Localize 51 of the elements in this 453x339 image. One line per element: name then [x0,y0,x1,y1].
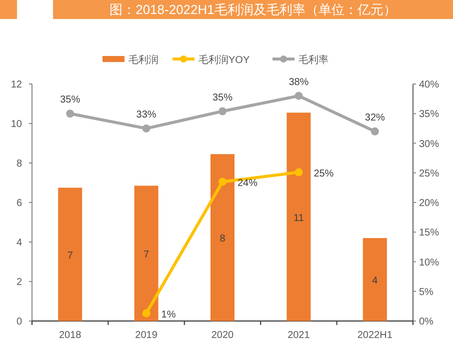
point [294,168,303,176]
y-tick-label: 6 [16,198,22,209]
bar [134,186,158,321]
data-label: 7 [144,249,150,260]
data-label: 35% [212,92,233,104]
data-label: 33% [136,109,156,120]
y2-tick-label: 20% [419,198,440,209]
point [294,92,303,100]
data-label: 4 [372,276,378,287]
y-tick-label: 2 [16,277,22,288]
x-tick-label: 2018 [58,330,82,339]
bar [286,112,311,321]
y-tick-label: 8 [16,158,22,170]
point [142,124,150,132]
point [66,110,74,118]
x-tick-label: 2021 [288,330,310,339]
point [218,107,226,116]
bar [362,238,387,321]
y2-tick-label: 40% [419,80,440,90]
data-label: 11 [294,212,304,224]
y2-tick-label: 0% [419,316,434,328]
y2-tick-label: 35% [419,109,440,120]
y2-tick-label: 5% [419,286,434,298]
y2-tick-label: 15% [419,228,440,239]
data-label: 25% [314,168,334,180]
y2-tick-label: 10% [419,257,440,268]
data-label: 38% [288,76,309,88]
point [370,127,379,136]
legend-label: 毛利率 [298,54,328,66]
data-label: 1% [161,309,176,320]
x-tick-label: 2020 [211,330,234,339]
point [218,178,226,186]
bar [210,154,234,321]
x-tick-label: 2022H1 [357,330,393,339]
y-tick-label: 4 [16,238,22,248]
data-label: 7 [67,250,74,262]
data-label: 24% [238,178,258,189]
point [142,309,150,318]
y2-tick-label: 30% [419,138,440,150]
legend-label: 毛利润YOY [198,54,250,66]
legend-label: 毛利润 [128,54,158,66]
data-label: 32% [364,112,386,124]
y2-tick-label: 25% [419,168,440,180]
y-tick-label: 12 [10,80,22,90]
data-label: 8 [220,234,226,245]
bar [58,188,82,321]
chart-title: 图：2018-2022H1毛利润及毛利率（单位：亿元） [110,2,396,17]
data-label: 35% [60,94,80,106]
x-tick-label: 2019 [135,330,158,339]
y-tick-label: 0 [16,316,22,328]
y-tick-label: 10 [10,119,22,130]
